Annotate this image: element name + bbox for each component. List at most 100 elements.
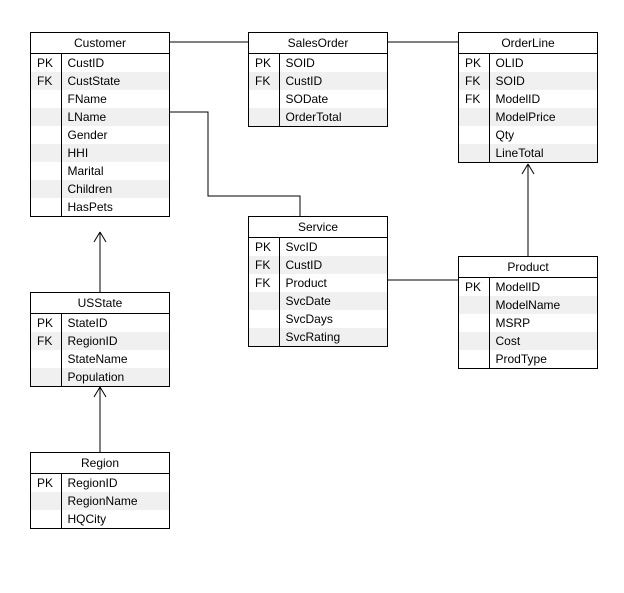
field-key: FK: [249, 72, 279, 90]
field-name: ModelPrice: [489, 108, 597, 126]
field-key: FK: [31, 332, 61, 350]
field-row: Gender: [31, 126, 169, 144]
field-name: StateName: [61, 350, 169, 368]
entity-fields: PKSOIDFKCustIDSODateOrderTotal: [249, 54, 387, 126]
field-key: FK: [459, 72, 489, 90]
field-row: LineTotal: [459, 144, 597, 162]
entity-title: USState: [31, 293, 169, 314]
entity-title: OrderLine: [459, 33, 597, 54]
field-name: ModelID: [489, 278, 597, 296]
entity-fields: PKModelIDModelNameMSRPCostProdType: [459, 278, 597, 368]
field-key: [459, 350, 489, 368]
entity-fields: PKRegionIDRegionNameHQCity: [31, 474, 169, 528]
field-name: Marital: [61, 162, 169, 180]
field-name: SOID: [489, 72, 597, 90]
field-key: [459, 126, 489, 144]
field-key: PK: [249, 238, 279, 256]
field-name: OLID: [489, 54, 597, 72]
field-key: [459, 332, 489, 350]
field-name: LineTotal: [489, 144, 597, 162]
field-row: HHI: [31, 144, 169, 162]
field-name: SvcRating: [279, 328, 387, 346]
field-row: FKProduct: [249, 274, 387, 292]
field-name: SvcDays: [279, 310, 387, 328]
field-name: Population: [61, 368, 169, 386]
field-row: Population: [31, 368, 169, 386]
field-name: HHI: [61, 144, 169, 162]
field-row: MSRP: [459, 314, 597, 332]
field-key: [31, 144, 61, 162]
entity-orderline: OrderLinePKOLIDFKSOIDFKModelIDModelPrice…: [458, 32, 598, 163]
entity-fields: PKOLIDFKSOIDFKModelIDModelPriceQtyLineTo…: [459, 54, 597, 162]
field-row: RegionName: [31, 492, 169, 510]
erd-canvas: CustomerPKCustIDFKCustStateFNameLNameGen…: [0, 0, 624, 593]
field-row: SODate: [249, 90, 387, 108]
field-name: SvcID: [279, 238, 387, 256]
field-key: FK: [249, 256, 279, 274]
field-name: Product: [279, 274, 387, 292]
field-name: LName: [61, 108, 169, 126]
field-name: ProdType: [489, 350, 597, 368]
field-row: ModelPrice: [459, 108, 597, 126]
field-row: FKSOID: [459, 72, 597, 90]
field-name: Gender: [61, 126, 169, 144]
entity-title: Region: [31, 453, 169, 474]
field-row: PKCustID: [31, 54, 169, 72]
field-name: SODate: [279, 90, 387, 108]
field-row: StateName: [31, 350, 169, 368]
field-row: SvcDate: [249, 292, 387, 310]
field-name: RegionID: [61, 474, 169, 492]
field-row: PKModelID: [459, 278, 597, 296]
field-key: FK: [249, 274, 279, 292]
field-key: [31, 198, 61, 216]
field-key: [249, 108, 279, 126]
field-key: [31, 492, 61, 510]
field-row: FKModelID: [459, 90, 597, 108]
field-key: [249, 90, 279, 108]
field-key: PK: [31, 314, 61, 332]
field-key: PK: [31, 474, 61, 492]
entity-usstate: USStatePKStateIDFKRegionIDStateNamePopul…: [30, 292, 170, 387]
field-name: RegionName: [61, 492, 169, 510]
field-row: HasPets: [31, 198, 169, 216]
field-row: FKCustID: [249, 256, 387, 274]
field-key: [31, 108, 61, 126]
field-row: FKCustID: [249, 72, 387, 90]
field-name: CustID: [61, 54, 169, 72]
field-name: MSRP: [489, 314, 597, 332]
field-name: CustID: [279, 256, 387, 274]
field-name: Children: [61, 180, 169, 198]
field-name: CustState: [61, 72, 169, 90]
field-row: ModelName: [459, 296, 597, 314]
field-key: [459, 108, 489, 126]
field-row: Children: [31, 180, 169, 198]
field-row: PKOLID: [459, 54, 597, 72]
entity-fields: PKStateIDFKRegionIDStateNamePopulation: [31, 314, 169, 386]
field-key: PK: [459, 54, 489, 72]
field-name: SOID: [279, 54, 387, 72]
field-name: OrderTotal: [279, 108, 387, 126]
field-row: SvcRating: [249, 328, 387, 346]
field-key: [249, 310, 279, 328]
field-key: [31, 90, 61, 108]
field-key: [31, 180, 61, 198]
field-key: [31, 368, 61, 386]
entity-service: ServicePKSvcIDFKCustIDFKProductSvcDateSv…: [248, 216, 388, 347]
field-name: Cost: [489, 332, 597, 350]
field-key: [31, 126, 61, 144]
field-name: HQCity: [61, 510, 169, 528]
field-key: [459, 144, 489, 162]
field-key: [249, 328, 279, 346]
field-name: ModelName: [489, 296, 597, 314]
field-name: FName: [61, 90, 169, 108]
field-row: SvcDays: [249, 310, 387, 328]
field-key: [31, 510, 61, 528]
entity-title: Product: [459, 257, 597, 278]
field-name: Qty: [489, 126, 597, 144]
field-key: [31, 350, 61, 368]
field-row: PKSvcID: [249, 238, 387, 256]
entity-title: SalesOrder: [249, 33, 387, 54]
field-key: PK: [249, 54, 279, 72]
field-row: FName: [31, 90, 169, 108]
field-row: Cost: [459, 332, 597, 350]
